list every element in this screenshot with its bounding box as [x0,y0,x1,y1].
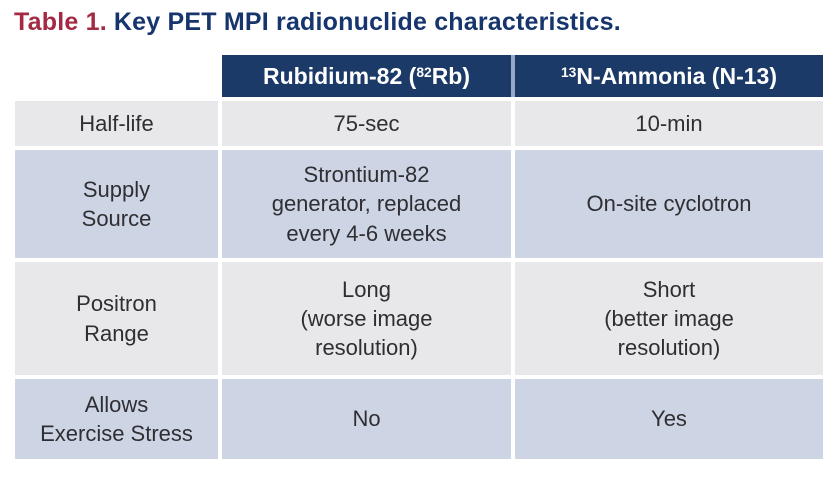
radionuclide-table: Rubidium-82 (82Rb) 13N-Ammonia (N-13) Ha… [15,55,823,459]
half-life-rb82-value: 75-sec [222,101,511,146]
supply-source-rb82-value: Strontium-82 generator, replaced every 4… [222,150,511,258]
positron-range-n13-value: Short (better image resolution) [515,262,823,375]
supply-source-label-cell: Supply Source [15,150,218,258]
header-rb82-cell: Rubidium-82 (82Rb) [222,55,511,97]
positron-range-rb82-value: Long (worse image resolution) [222,262,511,375]
exercise-stress-n13-value: Yes [515,379,823,459]
table-caption: Key PET MPI radionuclide characteristics… [113,8,621,36]
half-life-label-cell: Half-life [15,101,218,146]
header-blank-cell [15,55,218,97]
half-life-n13-value: 10-min [515,101,823,146]
supply-source-n13-value: On-site cyclotron [515,150,823,258]
header-column-divider [511,55,515,97]
exercise-stress-label-cell: Allows Exercise Stress [15,379,218,459]
exercise-stress-rb82-value: No [222,379,511,459]
rb82-mass-number-superscript: 82 [416,64,432,80]
n13-mass-number-superscript: 13 [561,64,577,80]
page-title: Table 1. Key PET MPI radionuclide charact… [14,8,621,37]
header-n13-label: 13N-Ammonia (N-13) [561,62,777,89]
header-rb82-label: Rubidium-82 (82Rb) [262,62,471,89]
header-n13-cell: 13N-Ammonia (N-13) [515,55,823,97]
positron-range-label-cell: Positron Range [15,262,218,375]
table-number-label: Table 1. [14,8,107,36]
